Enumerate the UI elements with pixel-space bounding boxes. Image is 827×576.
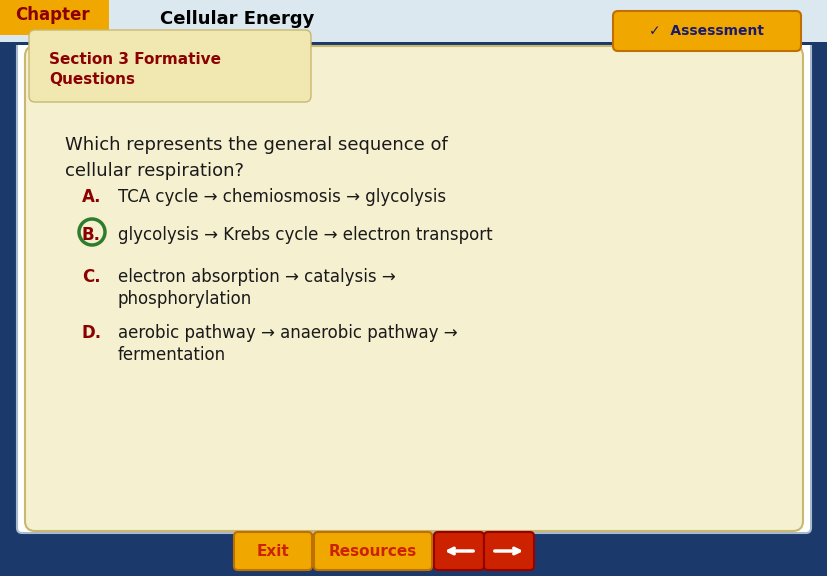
Text: TCA cycle → chemiosmosis → glycolysis: TCA cycle → chemiosmosis → glycolysis bbox=[118, 188, 446, 206]
Text: Which represents the general sequence of: Which represents the general sequence of bbox=[65, 136, 447, 154]
Text: Cellular Energy: Cellular Energy bbox=[160, 10, 314, 28]
Text: Questions: Questions bbox=[49, 71, 135, 86]
Text: Chapter: Chapter bbox=[15, 6, 89, 24]
FancyBboxPatch shape bbox=[0, 42, 827, 45]
FancyBboxPatch shape bbox=[612, 11, 800, 51]
FancyBboxPatch shape bbox=[37, 80, 303, 98]
Text: Exit: Exit bbox=[256, 544, 289, 559]
Text: phosphorylation: phosphorylation bbox=[118, 290, 252, 308]
Text: C.: C. bbox=[82, 268, 101, 286]
Text: A.: A. bbox=[82, 188, 102, 206]
FancyBboxPatch shape bbox=[484, 532, 533, 570]
Text: fermentation: fermentation bbox=[118, 346, 226, 364]
Text: D.: D. bbox=[82, 324, 102, 342]
Text: B.: B. bbox=[82, 226, 101, 244]
FancyBboxPatch shape bbox=[29, 30, 311, 102]
FancyBboxPatch shape bbox=[313, 532, 432, 570]
FancyBboxPatch shape bbox=[0, 0, 827, 42]
FancyBboxPatch shape bbox=[17, 33, 810, 533]
Text: Resources: Resources bbox=[328, 544, 417, 559]
FancyBboxPatch shape bbox=[0, 0, 109, 35]
FancyBboxPatch shape bbox=[25, 46, 802, 531]
Text: aerobic pathway → anaerobic pathway →: aerobic pathway → anaerobic pathway → bbox=[118, 324, 457, 342]
Text: electron absorption → catalysis →: electron absorption → catalysis → bbox=[118, 268, 395, 286]
Text: cellular respiration?: cellular respiration? bbox=[65, 162, 244, 180]
FancyBboxPatch shape bbox=[234, 532, 312, 570]
Text: Section 3 Formative: Section 3 Formative bbox=[49, 51, 221, 66]
Text: ✓  Assessment: ✓ Assessment bbox=[648, 24, 763, 38]
Text: glycolysis → Krebs cycle → electron transport: glycolysis → Krebs cycle → electron tran… bbox=[118, 226, 492, 244]
FancyBboxPatch shape bbox=[433, 532, 484, 570]
